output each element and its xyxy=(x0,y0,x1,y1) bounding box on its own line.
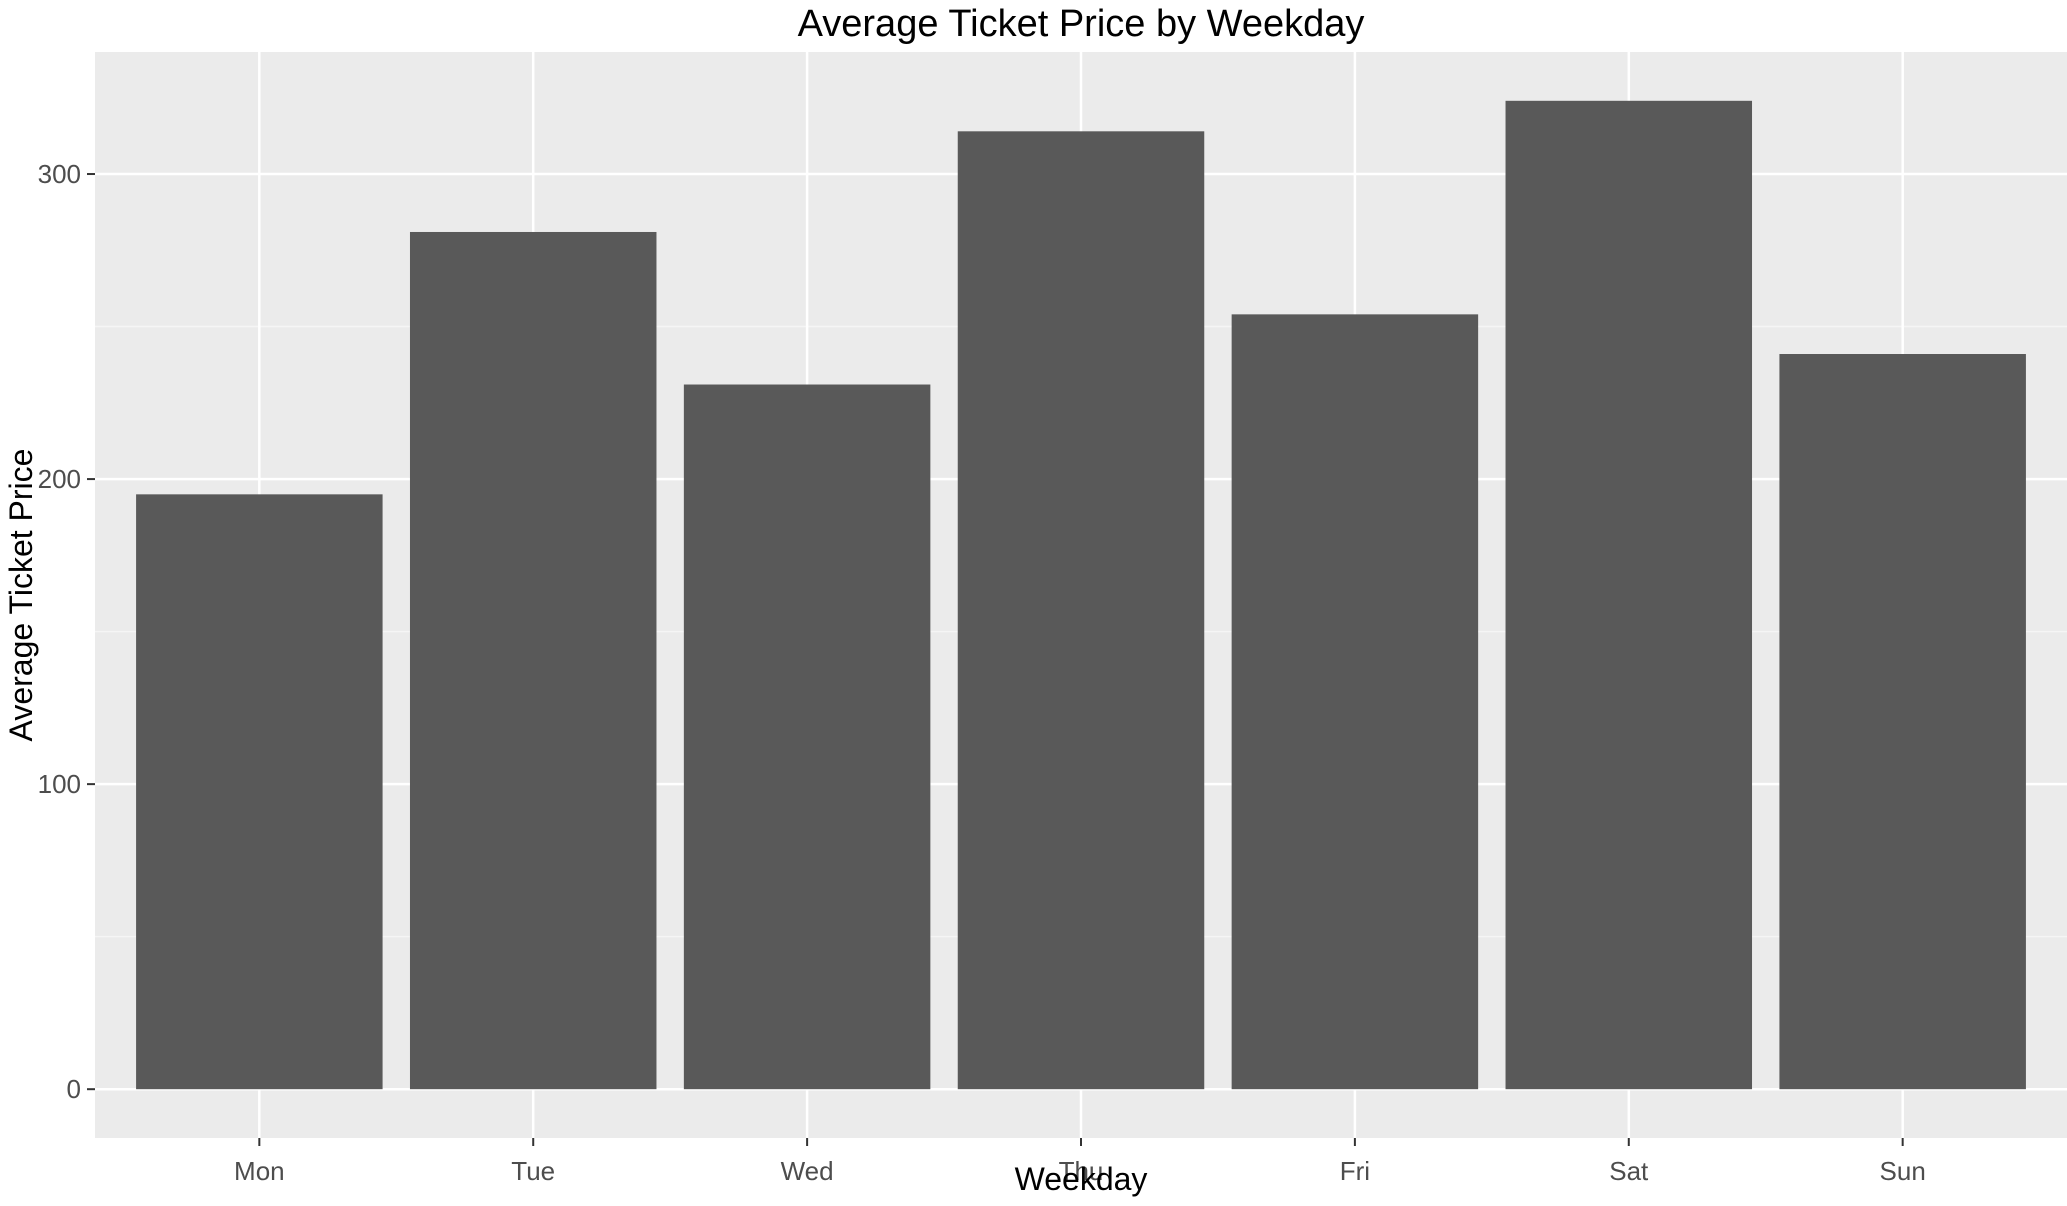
y-tick-label: 200 xyxy=(38,464,81,494)
bar-thu xyxy=(957,131,1205,1090)
x-axis: Mon Tue Wed Thu Fri Sat Sun xyxy=(234,1138,1926,1186)
bar-wed xyxy=(683,384,931,1090)
y-tick-label: 100 xyxy=(38,769,81,799)
y-axis: 0 100 200 300 xyxy=(38,159,95,1104)
chart-title: Average Ticket Price by Weekday xyxy=(798,3,1365,45)
y-tick-label: 300 xyxy=(38,159,81,189)
bar-sun xyxy=(1779,354,2026,1090)
x-tick-label: Sun xyxy=(1880,1156,1926,1186)
bar-tue xyxy=(409,231,657,1090)
bar-sat xyxy=(1505,100,1753,1090)
bar-mon xyxy=(136,494,383,1090)
x-tick-label: Tue xyxy=(511,1156,555,1186)
x-tick-label: Wed xyxy=(781,1156,834,1186)
x-axis-title: Weekday xyxy=(1015,1161,1148,1197)
bars-group xyxy=(136,100,2026,1090)
x-tick-label: Thu xyxy=(1059,1156,1104,1186)
x-tick-label: Fri xyxy=(1340,1156,1370,1186)
x-tick-label: Mon xyxy=(234,1156,285,1186)
y-axis-title: Average Ticket Price xyxy=(3,449,39,742)
y-tick-label: 0 xyxy=(67,1074,81,1104)
bar-fri xyxy=(1231,314,1479,1090)
x-tick-label: Sat xyxy=(1609,1156,1649,1186)
